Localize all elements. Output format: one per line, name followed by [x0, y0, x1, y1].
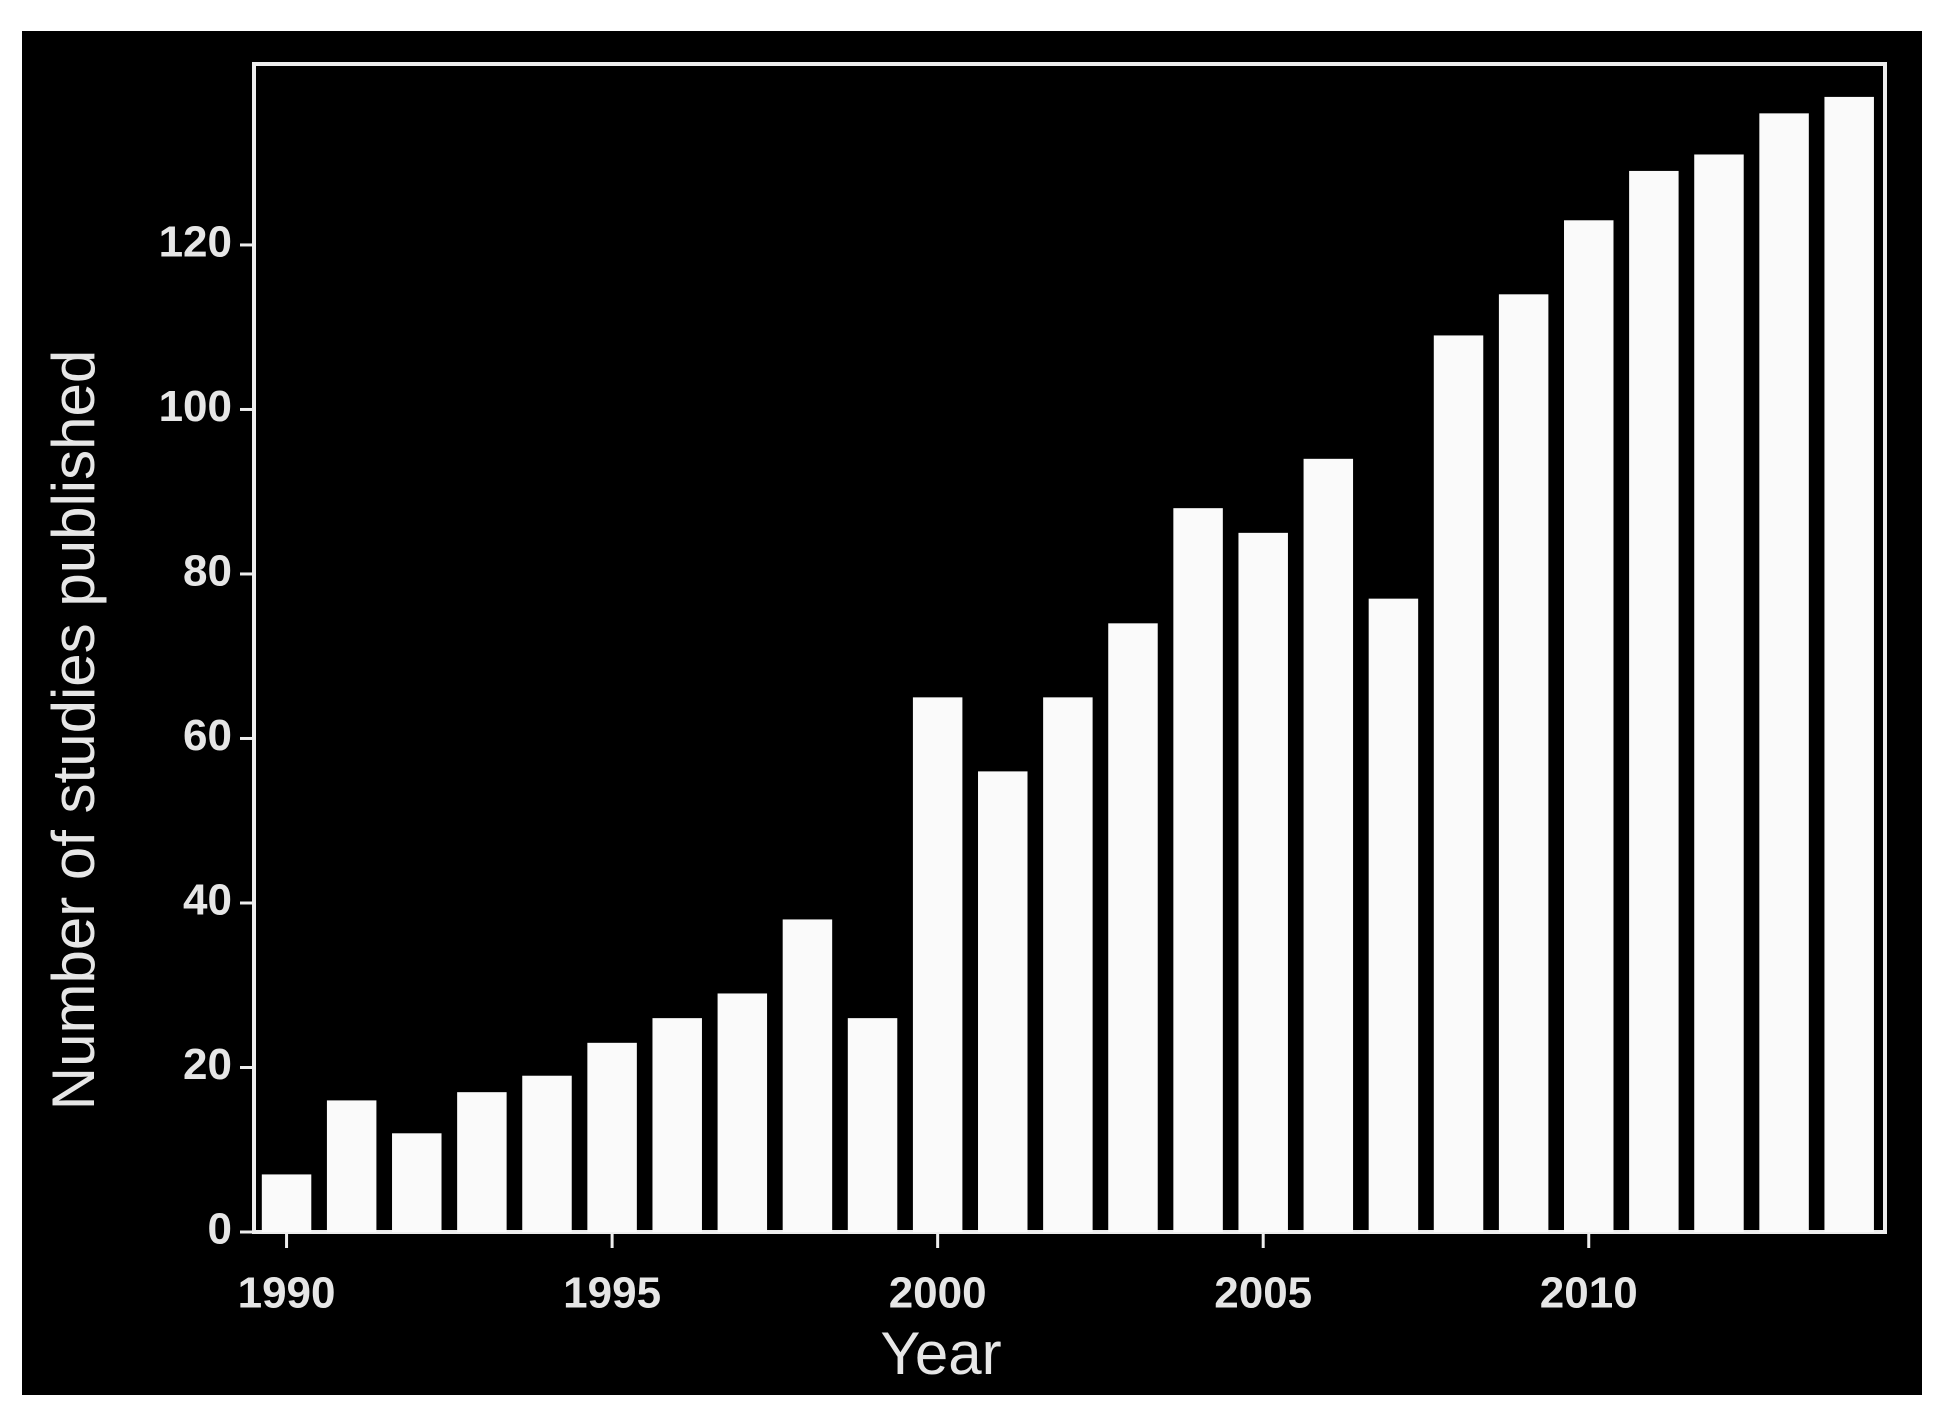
y-tick-label: 20 — [183, 1040, 232, 1089]
y-axis-label: Number of studies published — [40, 350, 107, 1110]
y-tick-label: 0 — [208, 1205, 232, 1254]
y-tick-label: 100 — [159, 382, 232, 431]
y-tick-label: 120 — [159, 218, 232, 267]
bar — [392, 1133, 442, 1232]
bar — [326, 1100, 377, 1232]
bar — [1694, 154, 1744, 1232]
bar — [587, 1042, 637, 1232]
y-tick-label: 60 — [183, 711, 232, 760]
x-axis-label: Year — [880, 1320, 1001, 1387]
bar — [522, 1075, 572, 1232]
bar — [912, 697, 963, 1232]
bar — [782, 919, 833, 1232]
bar — [1759, 113, 1809, 1233]
bar — [978, 771, 1028, 1232]
bar — [1043, 697, 1093, 1232]
bar — [1238, 532, 1288, 1232]
x-tick-label: 2005 — [1214, 1269, 1312, 1318]
bar — [652, 1018, 702, 1232]
bar — [717, 993, 768, 1232]
bar — [1368, 598, 1419, 1232]
x-tick-label: 2010 — [1540, 1269, 1638, 1318]
bar — [1498, 294, 1549, 1233]
bar — [1303, 458, 1354, 1232]
bar — [261, 1174, 312, 1232]
y-tick-label: 40 — [183, 876, 232, 925]
y-tick-label: 80 — [183, 547, 232, 596]
x-tick-label: 1990 — [238, 1269, 336, 1318]
x-tick-label: 2000 — [889, 1269, 987, 1318]
bar — [847, 1018, 898, 1232]
bar — [1564, 220, 1614, 1233]
x-tick-label: 1995 — [563, 1269, 661, 1318]
bar — [1433, 335, 1484, 1232]
bar — [1629, 170, 1679, 1233]
bar — [1824, 96, 1874, 1233]
bar — [1108, 623, 1158, 1232]
bar — [1173, 508, 1223, 1232]
bar — [457, 1092, 507, 1232]
